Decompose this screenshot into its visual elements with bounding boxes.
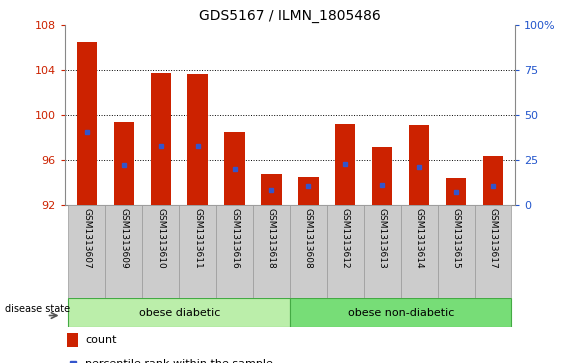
Bar — [401, 205, 437, 298]
Bar — [69, 205, 105, 298]
Text: obese non-diabetic: obese non-diabetic — [347, 307, 454, 318]
Bar — [68, 333, 78, 347]
Title: GDS5167 / ILMN_1805486: GDS5167 / ILMN_1805486 — [199, 9, 381, 23]
Text: percentile rank within the sample: percentile rank within the sample — [85, 359, 273, 363]
Text: GSM1313607: GSM1313607 — [82, 208, 91, 269]
Text: count: count — [85, 335, 117, 345]
Text: GSM1313608: GSM1313608 — [304, 208, 313, 269]
Bar — [372, 147, 392, 205]
Bar — [437, 205, 475, 298]
Text: GSM1313613: GSM1313613 — [378, 208, 387, 269]
Bar — [327, 205, 364, 298]
Bar — [114, 122, 134, 205]
Text: GSM1313617: GSM1313617 — [489, 208, 498, 269]
Bar — [216, 205, 253, 298]
Text: GSM1313609: GSM1313609 — [119, 208, 128, 269]
Bar — [290, 298, 511, 327]
Bar — [142, 205, 179, 298]
Bar — [335, 124, 355, 205]
Text: disease state: disease state — [5, 304, 70, 314]
Bar — [69, 298, 290, 327]
Bar — [77, 42, 97, 205]
Text: GSM1313614: GSM1313614 — [415, 208, 424, 269]
Text: GSM1313616: GSM1313616 — [230, 208, 239, 269]
Bar — [475, 205, 511, 298]
Text: GSM1313618: GSM1313618 — [267, 208, 276, 269]
Text: GSM1313611: GSM1313611 — [193, 208, 202, 269]
Bar — [409, 125, 430, 205]
Bar — [105, 205, 142, 298]
Bar — [483, 156, 503, 205]
Bar — [298, 177, 319, 205]
Text: GSM1313612: GSM1313612 — [341, 208, 350, 269]
Bar — [261, 174, 282, 205]
Bar — [446, 178, 466, 205]
Bar — [187, 74, 208, 205]
Bar — [253, 205, 290, 298]
Bar — [290, 205, 327, 298]
Text: GSM1313610: GSM1313610 — [156, 208, 165, 269]
Text: GSM1313615: GSM1313615 — [452, 208, 461, 269]
Bar — [179, 205, 216, 298]
Text: obese diabetic: obese diabetic — [138, 307, 220, 318]
Bar — [150, 73, 171, 205]
Bar — [364, 205, 401, 298]
Bar — [225, 132, 245, 205]
